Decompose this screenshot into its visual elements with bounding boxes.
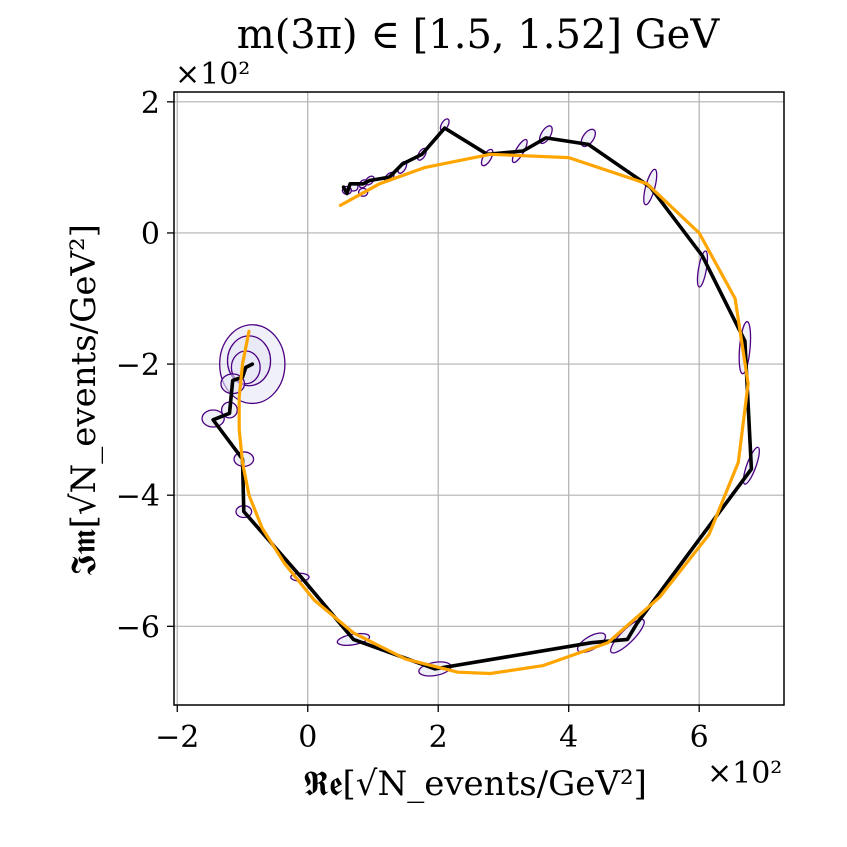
plot-frame <box>173 91 785 706</box>
x-tick-label: 2 <box>429 720 448 755</box>
y-tick-label: −2 <box>116 348 160 383</box>
series-lines <box>211 126 754 676</box>
y-tick-label: −6 <box>116 610 160 645</box>
x-axis-label: 𝕽𝖊[√N_events/GeV²] <box>303 764 647 804</box>
x-tick-label: −2 <box>155 720 199 755</box>
x-tick-label: 6 <box>690 720 709 755</box>
x-multiplier: ×10² <box>707 756 782 791</box>
series-line-data <box>211 126 754 671</box>
x-tick-label: 0 <box>298 720 317 755</box>
y-tick-label: −4 <box>116 479 160 514</box>
y-tick-label: 0 <box>141 217 160 252</box>
y-axis-label: 𝕴𝖒[√N_events/GeV²] <box>64 224 104 576</box>
x-tick-label: 4 <box>559 720 578 755</box>
error-ellipses <box>201 118 760 677</box>
series-line-fit <box>237 152 750 676</box>
grid-lines <box>174 92 784 705</box>
y-axis-ticks: 2 0 −2 −4 −6 <box>116 86 174 645</box>
x-axis-ticks: −2 0 2 4 6 <box>155 705 709 755</box>
y-multiplier: ×10² <box>175 57 250 92</box>
y-tick-label: 2 <box>141 86 160 121</box>
chart-title: m(3π) ∈ [1.5, 1.52] GeV <box>237 12 721 58</box>
